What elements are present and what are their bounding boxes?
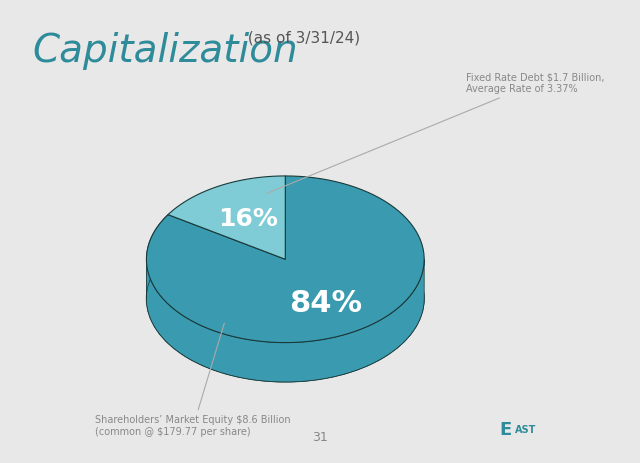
- PathPatch shape: [147, 259, 424, 382]
- Text: E: E: [499, 421, 511, 439]
- Text: Fixed Rate Debt $1.7 Billion,
Average Rate of 3.37%: Fixed Rate Debt $1.7 Billion, Average Ra…: [267, 73, 604, 193]
- Text: 84%: 84%: [289, 288, 362, 318]
- Text: AST: AST: [515, 425, 536, 435]
- Text: Capitalization: Capitalization: [32, 32, 298, 70]
- Text: 31: 31: [312, 432, 328, 444]
- PathPatch shape: [168, 176, 285, 259]
- PathPatch shape: [147, 215, 168, 299]
- PathPatch shape: [147, 176, 424, 343]
- Text: 16%: 16%: [218, 207, 278, 231]
- Ellipse shape: [147, 215, 424, 382]
- Text: Shareholders’ Market Equity $8.6 Billion
(common @ $179.77 per share): Shareholders’ Market Equity $8.6 Billion…: [95, 323, 291, 437]
- Text: (as of 3/31/24): (as of 3/31/24): [243, 30, 360, 45]
